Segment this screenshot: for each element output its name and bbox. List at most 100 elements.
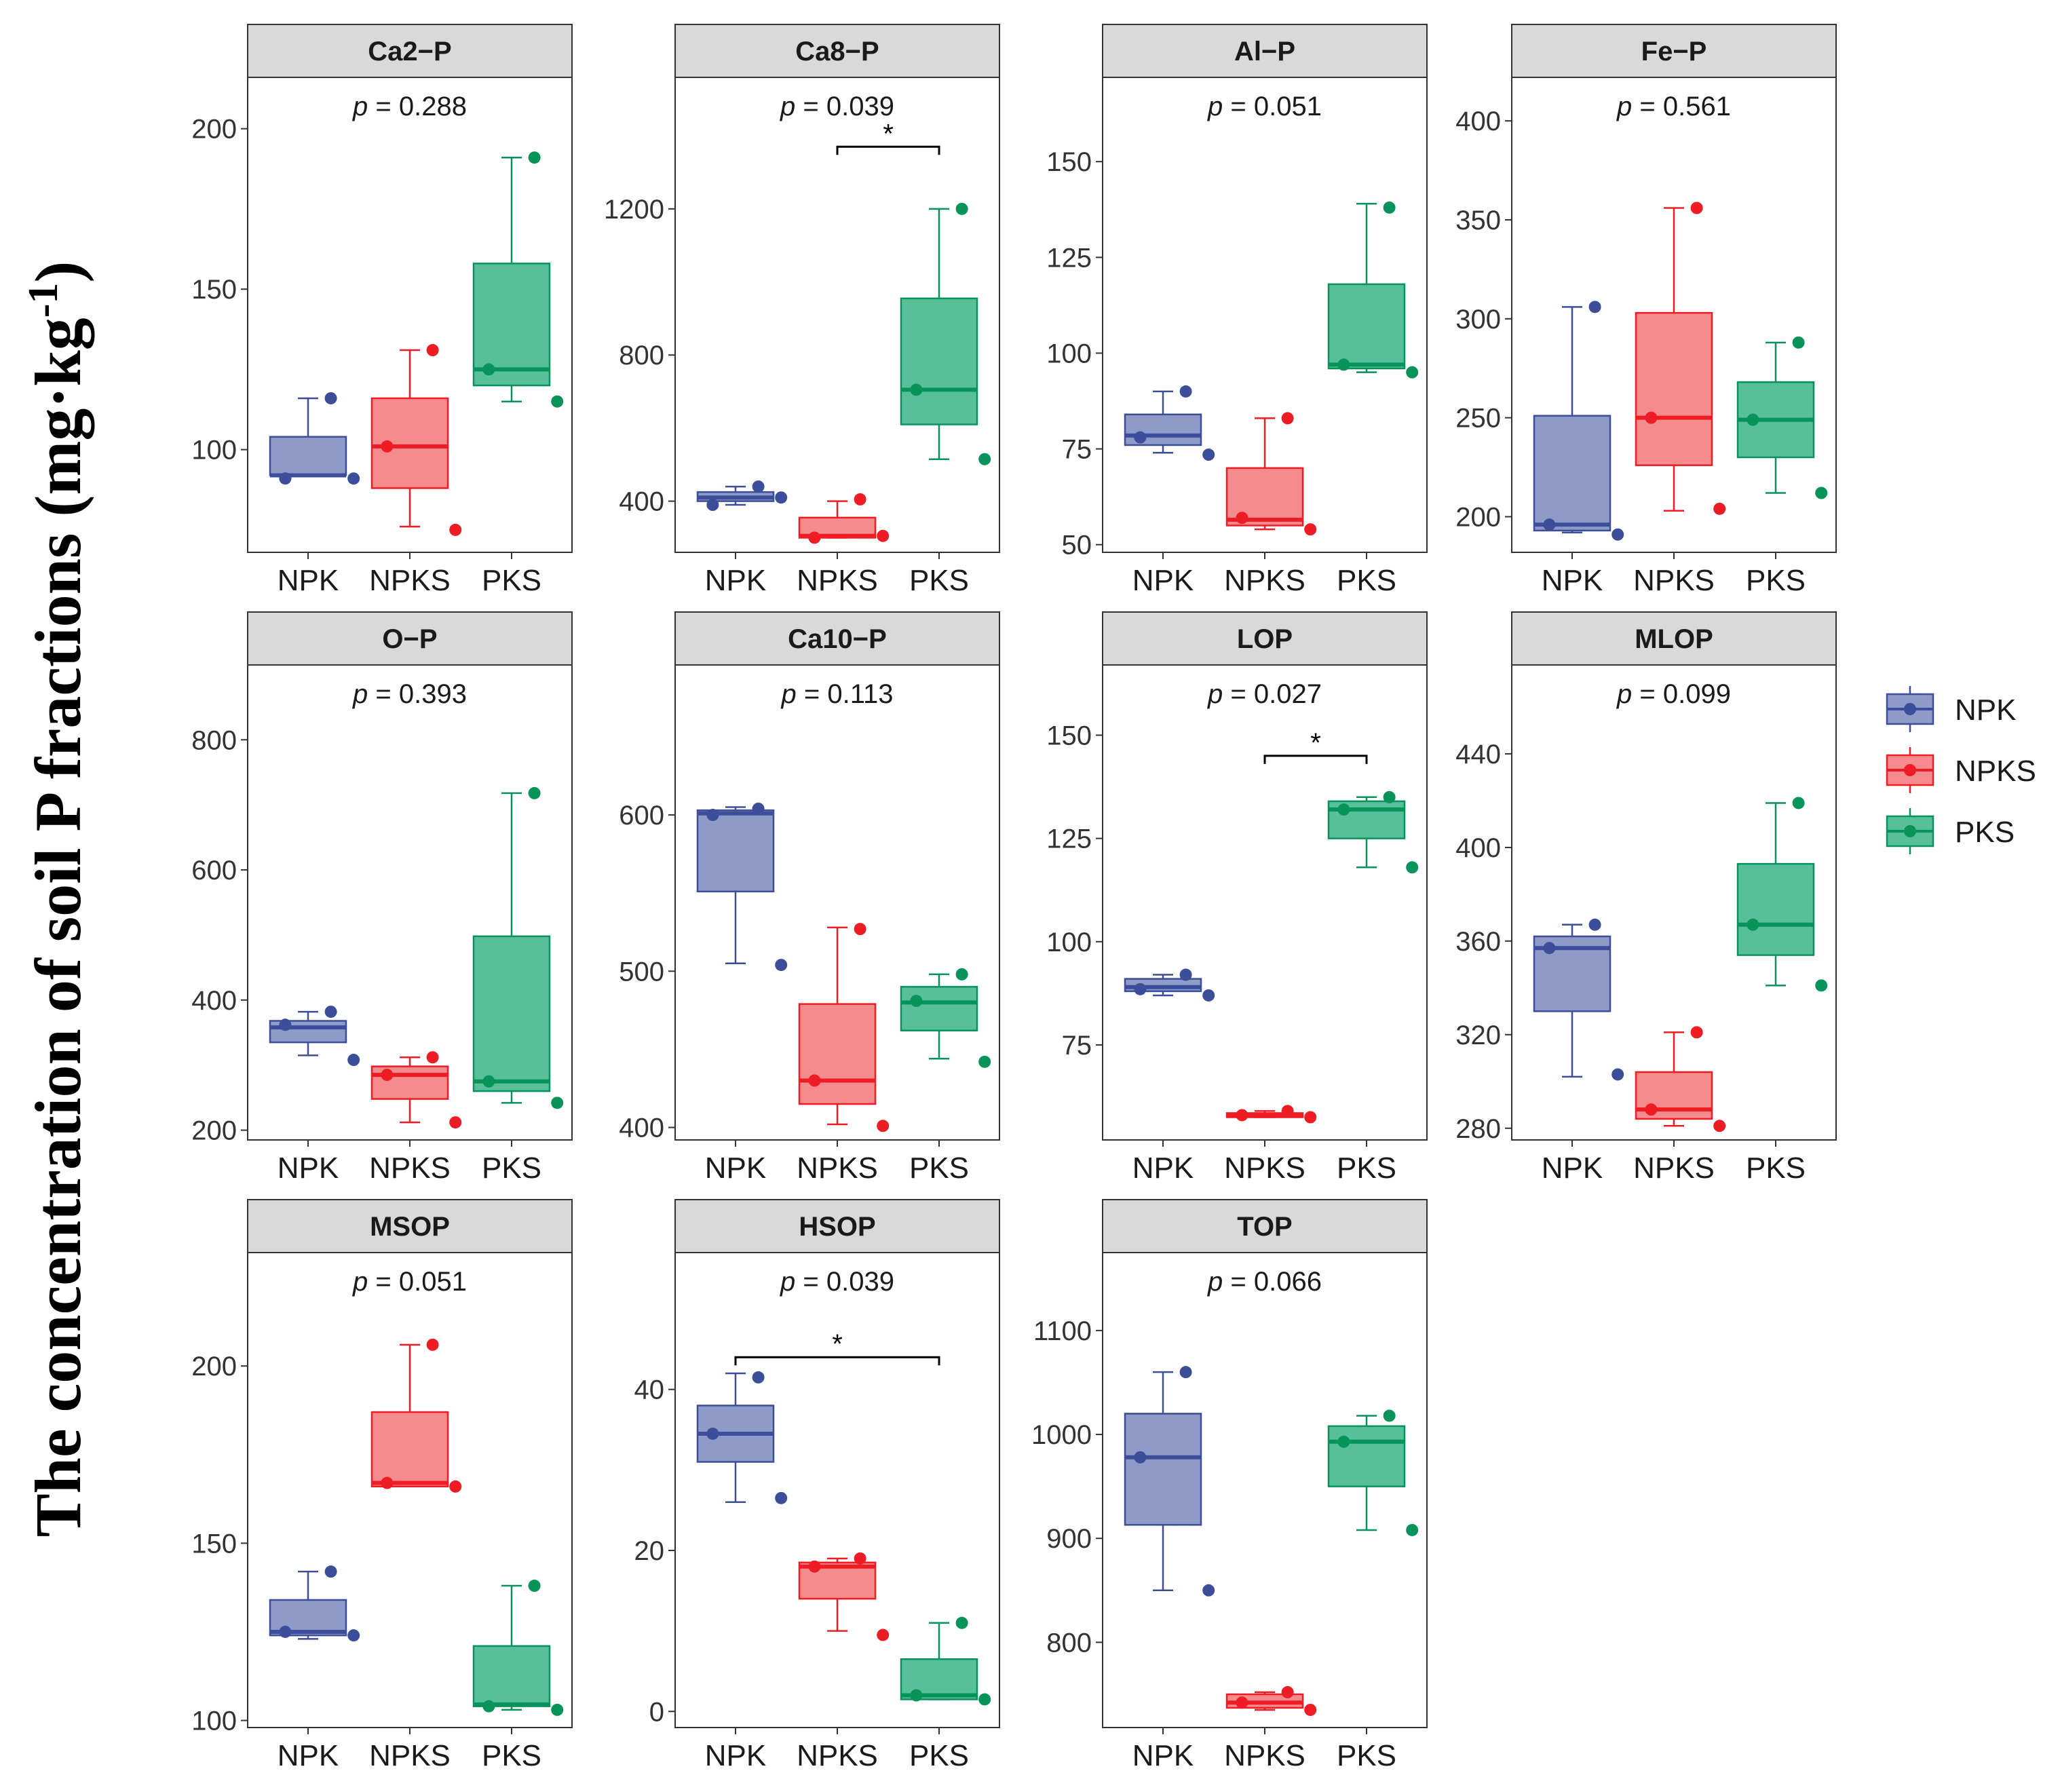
data-point	[482, 363, 495, 376]
y-tick-label: 75	[1062, 435, 1092, 465]
y-tick-label: 150	[191, 275, 237, 305]
data-point	[528, 786, 541, 799]
data-point	[854, 923, 866, 936]
x-tick-label: NPK	[705, 1151, 766, 1185]
data-point	[910, 995, 923, 1008]
data-point	[347, 1629, 360, 1642]
x-tick-label: PKS	[1337, 1739, 1396, 1772]
x-tick-label: PKS	[482, 1739, 541, 1772]
legend-item-npk: NPK	[1886, 686, 2016, 732]
p-value-number: = 0.066	[1223, 1267, 1322, 1297]
legend-label: NPK	[1955, 693, 2016, 727]
data-point	[1611, 1068, 1624, 1081]
data-point	[551, 1097, 564, 1109]
legend-label: NPKS	[1955, 755, 2036, 788]
x-tick-label: PKS	[1337, 1151, 1396, 1185]
data-point	[1747, 918, 1759, 931]
box-npks	[1225, 1105, 1317, 1124]
x-tick-label: NPK	[278, 1151, 339, 1185]
data-point	[978, 1693, 991, 1706]
facet-strip	[247, 611, 573, 666]
x-tick-label: NPKS	[1633, 564, 1715, 597]
data-point	[955, 1616, 968, 1629]
y-axis-title-main: The concentration of soil P fractions (m…	[22, 318, 94, 1537]
data-point	[1337, 1435, 1350, 1448]
data-point	[1337, 358, 1350, 371]
facet-title: O−P	[382, 624, 437, 654]
box-npk	[1124, 1366, 1215, 1597]
data-point	[752, 1371, 765, 1384]
data-point	[1134, 1451, 1147, 1464]
data-point	[955, 202, 968, 215]
y-tick-label: 800	[1046, 1628, 1092, 1658]
data-point	[1304, 523, 1317, 536]
x-tick-label: PKS	[1337, 564, 1396, 597]
p-value-symbol: p	[781, 679, 797, 709]
p-value-symbol: p	[1207, 92, 1223, 121]
box-pks	[472, 1580, 564, 1716]
significance-bracket	[734, 1356, 940, 1366]
p-value: p = 0.066	[1207, 1267, 1322, 1297]
x-tick-label: PKS	[909, 1739, 969, 1772]
box-pks	[900, 202, 991, 465]
y-tick-label: 300	[1455, 305, 1501, 335]
data-point	[381, 1476, 394, 1489]
y-tick-label: 100	[1046, 339, 1092, 368]
box-npks	[370, 344, 462, 536]
data-point	[877, 529, 890, 542]
data-point	[808, 531, 821, 544]
data-point	[1588, 301, 1601, 313]
box-npk	[1124, 968, 1215, 1002]
box-iqr	[696, 809, 775, 893]
y-tick-label: 900	[1046, 1524, 1092, 1554]
data-point	[1645, 1103, 1658, 1116]
p-value: p = 0.051	[1207, 92, 1322, 121]
data-point	[1202, 1584, 1215, 1597]
data-point	[706, 499, 719, 511]
y-axis-title-close: )	[22, 261, 94, 283]
p-value-number: = 0.039	[795, 92, 894, 121]
data-point	[324, 1006, 337, 1018]
y-tick-label: 320	[1455, 1021, 1501, 1050]
box-iqr	[1533, 415, 1611, 532]
data-point	[808, 1074, 821, 1087]
box-npks	[370, 1338, 462, 1493]
box-pks	[900, 1616, 991, 1706]
data-point	[752, 802, 765, 815]
data-point	[449, 1480, 462, 1493]
facet-title: Ca2−P	[368, 37, 451, 66]
x-tick-label: NPK	[1132, 564, 1194, 597]
x-tick-label: PKS	[1746, 564, 1806, 597]
significance-label: *	[883, 119, 894, 149]
data-point	[1134, 983, 1147, 995]
data-point	[1236, 1109, 1248, 1122]
y-tick-label: 400	[619, 1113, 664, 1143]
p-value: p = 0.561	[1616, 92, 1731, 121]
p-value: p = 0.027	[1207, 679, 1322, 709]
data-point	[1406, 1523, 1419, 1536]
p-value-number: = 0.027	[1223, 679, 1322, 709]
p-value-number: = 0.099	[1632, 679, 1731, 709]
box-pks	[1327, 201, 1419, 379]
y-axis-title-superscript: -1	[20, 283, 66, 318]
box-npk	[696, 802, 788, 972]
y-tick-label: 150	[1046, 721, 1092, 750]
data-point	[877, 1120, 890, 1132]
data-point	[1383, 790, 1396, 803]
data-point	[381, 1069, 394, 1082]
box-iqr	[798, 1003, 877, 1105]
panel-op: O−P p = 0.393 200 400 600 800 NPK NPKS PKS	[191, 611, 573, 1185]
data-point	[775, 491, 788, 504]
p-value-number: = 0.561	[1632, 92, 1731, 121]
box-iqr	[269, 436, 347, 476]
data-point	[1134, 431, 1147, 444]
data-point	[877, 1628, 890, 1641]
x-tick-label: NPK	[278, 564, 339, 597]
p-value: p = 0.039	[780, 1267, 894, 1297]
data-point	[978, 453, 991, 465]
x-tick-label: NPK	[278, 1739, 339, 1772]
box-npks	[798, 1552, 890, 1641]
data-point	[551, 1703, 564, 1716]
